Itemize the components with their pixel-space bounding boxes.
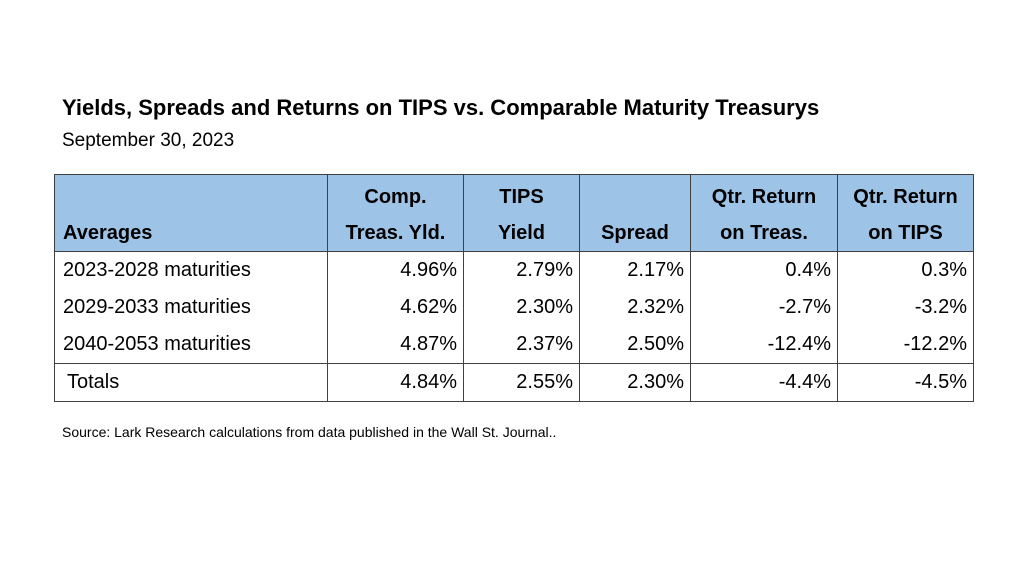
header-qtr-tips-line1: Qtr. Return (853, 186, 958, 208)
totals-comp-yield: 4.84% (327, 363, 464, 402)
header-spread-label: Spread (601, 222, 669, 244)
cell-tips-yield: 2.79% (463, 251, 580, 289)
cell-qtr-return-tips: -12.2% (837, 326, 974, 364)
header-qtr-treas-line2: on Treas. (720, 222, 808, 244)
source-note: Source: Lark Research calculations from … (62, 424, 557, 440)
header-comp-line1: Comp. (364, 186, 427, 208)
page-subtitle: September 30, 2023 (62, 130, 235, 151)
header-averages-label: Averages (63, 222, 153, 244)
cell-qtr-return-treas: 0.4% (690, 251, 838, 289)
row-label: 2023-2028 maturities (54, 251, 328, 289)
cell-qtr-return-tips: 0.3% (837, 251, 974, 289)
table-row: 2040-2053 maturities 4.87% 2.37% 2.50% -… (54, 326, 974, 364)
cell-spread: 2.32% (579, 289, 691, 326)
totals-label: Totals (54, 363, 328, 402)
cell-comp-yield: 4.62% (327, 289, 464, 326)
header-tips-yield: TIPS Yield (463, 174, 580, 252)
totals-row: Totals 4.84% 2.55% 2.30% -4.4% -4.5% (54, 363, 974, 402)
header-averages: Averages (54, 174, 328, 252)
header-qtr-return-treas: Qtr. Return on Treas. (690, 174, 838, 252)
header-comp-line2: Treas. Yld. (345, 222, 446, 244)
header-comp-treas-yield: Comp. Treas. Yld. (327, 174, 464, 252)
totals-tips-yield: 2.55% (463, 363, 580, 402)
cell-qtr-return-tips: -3.2% (837, 289, 974, 326)
tips-comparison-table: Averages Comp. Treas. Yld. TIPS Yield Sp… (54, 174, 974, 402)
header-spread: Spread (579, 174, 691, 252)
page-title: Yields, Spreads and Returns on TIPS vs. … (62, 95, 820, 120)
totals-qtr-return-treas: -4.4% (690, 363, 838, 402)
cell-spread: 2.50% (579, 326, 691, 364)
header-qtr-treas-line1: Qtr. Return (711, 186, 817, 208)
totals-qtr-return-tips: -4.5% (837, 363, 974, 402)
row-label: 2040-2053 maturities (54, 326, 328, 364)
cell-tips-yield: 2.37% (463, 326, 580, 364)
row-label: 2029-2033 maturities (54, 289, 328, 326)
header-tips-line2: Yield (497, 222, 546, 244)
header-qtr-tips-line2: on TIPS (868, 222, 943, 244)
cell-comp-yield: 4.96% (327, 251, 464, 289)
cell-qtr-return-treas: -2.7% (690, 289, 838, 326)
header-tips-line1: TIPS (499, 186, 544, 208)
totals-spread: 2.30% (579, 363, 691, 402)
header-qtr-return-tips: Qtr. Return on TIPS (837, 174, 974, 252)
table-row: 2029-2033 maturities 4.62% 2.30% 2.32% -… (54, 289, 974, 326)
cell-comp-yield: 4.87% (327, 326, 464, 364)
cell-tips-yield: 2.30% (463, 289, 580, 326)
cell-spread: 2.17% (579, 251, 691, 289)
cell-qtr-return-treas: -12.4% (690, 326, 838, 364)
table-row: 2023-2028 maturities 4.96% 2.79% 2.17% 0… (54, 251, 974, 289)
table-header-row: Averages Comp. Treas. Yld. TIPS Yield Sp… (54, 174, 974, 252)
